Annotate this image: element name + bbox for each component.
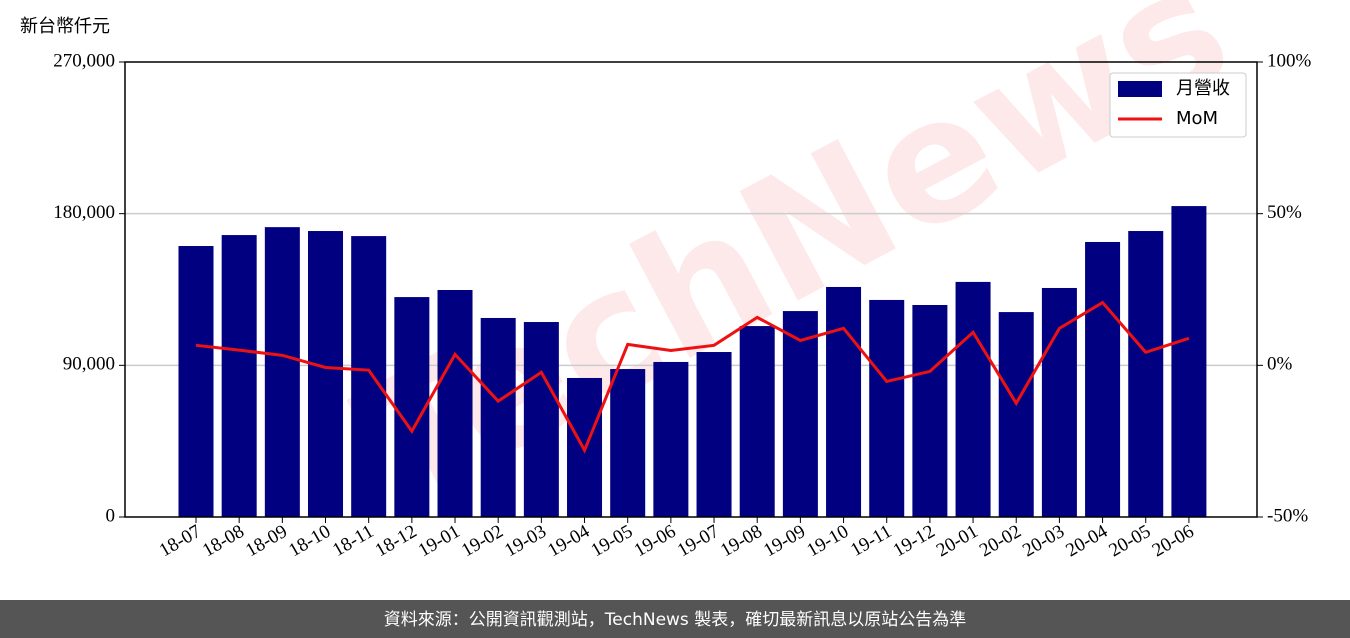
bar: [826, 286, 862, 517]
plot-frame: [124, 61, 1258, 518]
bar: [1128, 231, 1164, 517]
bar: [523, 322, 559, 517]
bar: [1171, 206, 1207, 518]
bar: [739, 326, 775, 517]
bar: [869, 299, 905, 517]
mom-line: [195, 300, 1190, 454]
bar: [610, 369, 646, 517]
bar: [264, 227, 300, 518]
bar: [696, 352, 732, 517]
y-tick-label: 180,000: [53, 202, 115, 223]
bar: [912, 305, 948, 517]
bar: [437, 290, 473, 517]
bar: [998, 312, 1034, 517]
bar: [653, 361, 689, 517]
source-note: 資料來源：公開資訊觀測站，TechNews 製表，確切最新訊息以原站公告為準: [384, 610, 966, 630]
bar: [1041, 287, 1077, 517]
bar: [351, 236, 387, 517]
bar: [308, 231, 344, 517]
y-tick-label: 270,000: [53, 50, 115, 71]
y-tick-label: 90,000: [63, 354, 115, 375]
bar: [178, 246, 214, 517]
bar: [955, 281, 991, 517]
y2-tick-label: 50%: [1267, 202, 1302, 223]
bar: [480, 317, 516, 517]
bar: [221, 235, 257, 517]
y-tick-label: 0: [106, 505, 116, 526]
legend-swatch: [1118, 81, 1162, 97]
footer: [0, 600, 1350, 638]
bar: [782, 311, 818, 517]
y2-tick-label: 100%: [1267, 50, 1312, 71]
bar: [394, 297, 430, 517]
y2-tick-label: -50%: [1267, 505, 1308, 526]
legend-label: MoM: [1176, 108, 1218, 129]
bar: [1085, 241, 1121, 517]
y-axis-label: 新台幣仟元: [20, 16, 110, 37]
legend-label: 月營收: [1176, 78, 1230, 99]
y2-tick-label: 0%: [1267, 354, 1293, 375]
